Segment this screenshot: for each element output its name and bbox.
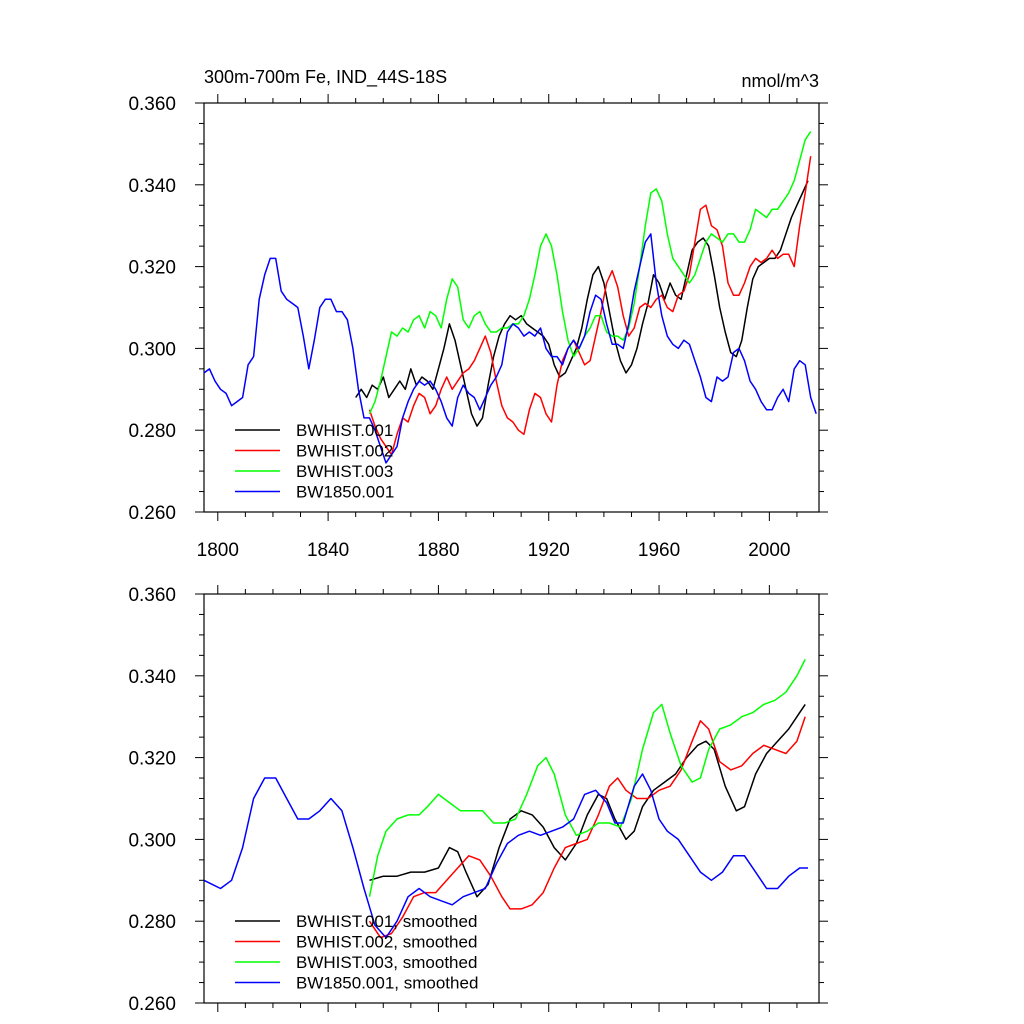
x-tick-label: 2000 [748,540,790,561]
y-tick-label: 0.260 [128,994,176,1015]
top-plot-area: 1800 1840 1880 1920 1960 2000 0.260 0.280 0.300 0… [128,94,828,561]
top-panel: 300m-700m Fe, IND_44S-18S nmol/m^3 1800 1… [128,67,828,561]
series-line [355,180,809,427]
y-tick-label: 0.340 [128,667,176,688]
y-tick-label: 0.280 [128,912,176,933]
bottom-plot-area: 0.260 0.280 0.300 0.320 0.340 0.360 BWHIST.001… [128,585,828,1015]
chart-title: 300m-700m Fe, IND_44S-18S [204,67,447,88]
x-tick-label: 1880 [417,540,459,561]
series-line [369,703,806,898]
bottom-panel: 0.260 0.280 0.300 0.320 0.340 0.360 BWHIST.001… [128,585,828,1015]
series-line [203,773,808,939]
x-tick-label: 1800 [197,540,239,561]
units-label: nmol/m^3 [742,71,819,91]
y-tick-label: 0.360 [128,585,176,606]
y-tick-label: 0.320 [128,258,176,279]
legend-label: BW1850.001 [296,483,394,502]
x-tick-label: 1960 [638,540,680,561]
y-tick-label: 0.300 [128,339,176,360]
series-line [368,659,806,897]
legend-label: BWHIST.002 [296,442,393,461]
x-tick-label: 1920 [528,540,570,561]
y-tick-label: 0.300 [128,830,176,851]
series-line [368,716,806,939]
y-tick-label: 0.340 [128,176,176,197]
y-tick-label: 0.260 [128,503,176,524]
series-line [368,156,812,456]
series-line [203,233,817,464]
legend-label: BWHIST.001, smoothed [296,912,477,931]
legend-label: BW1850.001, smoothed [296,974,478,993]
y-tick-label: 0.280 [128,421,176,442]
series-line [368,131,812,415]
legend-label: BWHIST.001 [296,421,393,440]
y-tick-label: 0.360 [128,94,176,115]
y-tick-label: 0.320 [128,749,176,770]
x-tick-label: 1840 [307,540,349,561]
legend-label: BWHIST.003, smoothed [296,953,477,972]
legend-label: BWHIST.003 [296,462,393,481]
legend-label: BWHIST.002, smoothed [296,933,477,952]
